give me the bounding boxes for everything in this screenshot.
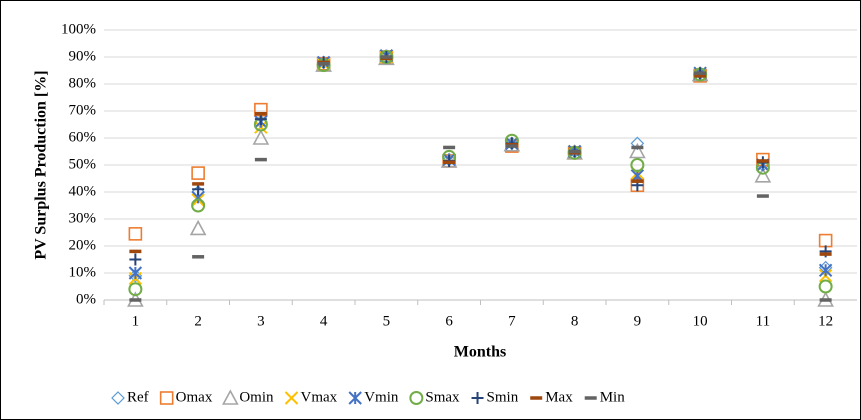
legend-marker	[159, 391, 174, 405]
y-tick-label: 30%	[69, 210, 97, 226]
y-tick-label: 100%	[61, 21, 96, 37]
x-tick-label: 8	[571, 313, 579, 329]
x-tick-label: 4	[320, 313, 328, 329]
data-point	[629, 142, 646, 159]
legend-marker	[348, 391, 362, 405]
data-point	[191, 166, 205, 180]
legend-marker	[111, 391, 125, 405]
legend-label: Smax	[425, 389, 460, 405]
legend-label: Omin	[239, 389, 274, 405]
data-point	[128, 227, 143, 241]
y-tick-label: 60%	[69, 129, 97, 145]
data-point	[128, 266, 143, 280]
y-tick-label: 0%	[76, 291, 96, 307]
y-tick-label: 80%	[69, 75, 97, 91]
y-tick-label: 50%	[69, 156, 97, 172]
x-tick-label: 2	[194, 313, 202, 329]
x-tick-label: 9	[634, 313, 642, 329]
legend-marker	[409, 391, 424, 405]
x-tick-label: 10	[693, 313, 708, 329]
x-axis-title: Months	[454, 344, 506, 361]
x-tick-label: 11	[756, 313, 770, 329]
legend-label: Ref	[127, 389, 149, 405]
legend-label: Vmax	[301, 389, 338, 405]
data-point	[128, 282, 143, 297]
legend-label: Omax	[176, 389, 213, 405]
legend-label: Max	[545, 389, 573, 405]
y-axis-title: PV Surplus Production [%]	[33, 70, 50, 259]
data-point	[191, 198, 206, 213]
y-tick-label: 40%	[69, 183, 97, 199]
legend-label: Vmin	[364, 389, 399, 405]
x-tick-label: 7	[508, 313, 516, 329]
data-point	[252, 129, 270, 145]
x-tick-label: 6	[445, 313, 453, 329]
y-tick-label: 70%	[69, 102, 97, 118]
data-point	[630, 136, 645, 151]
x-tick-label: 3	[257, 313, 265, 329]
y-tick-label: 90%	[69, 48, 97, 64]
x-tick-label: 12	[818, 313, 833, 329]
data-point	[630, 158, 645, 172]
data-point	[818, 279, 833, 294]
legend-label: Min	[600, 389, 626, 405]
data-point	[189, 219, 207, 236]
y-tick-label: 10%	[69, 264, 97, 280]
x-tick-label: 5	[383, 313, 391, 329]
data-point	[129, 253, 142, 266]
data-point	[818, 263, 833, 278]
y-tick-label: 20%	[69, 237, 97, 253]
legend-marker	[471, 392, 484, 404]
data-point	[754, 167, 772, 183]
legend-marker	[284, 391, 299, 405]
x-tick-label: 1	[132, 313, 140, 329]
legend-label: Smin	[487, 389, 519, 405]
legend-marker	[222, 389, 239, 405]
